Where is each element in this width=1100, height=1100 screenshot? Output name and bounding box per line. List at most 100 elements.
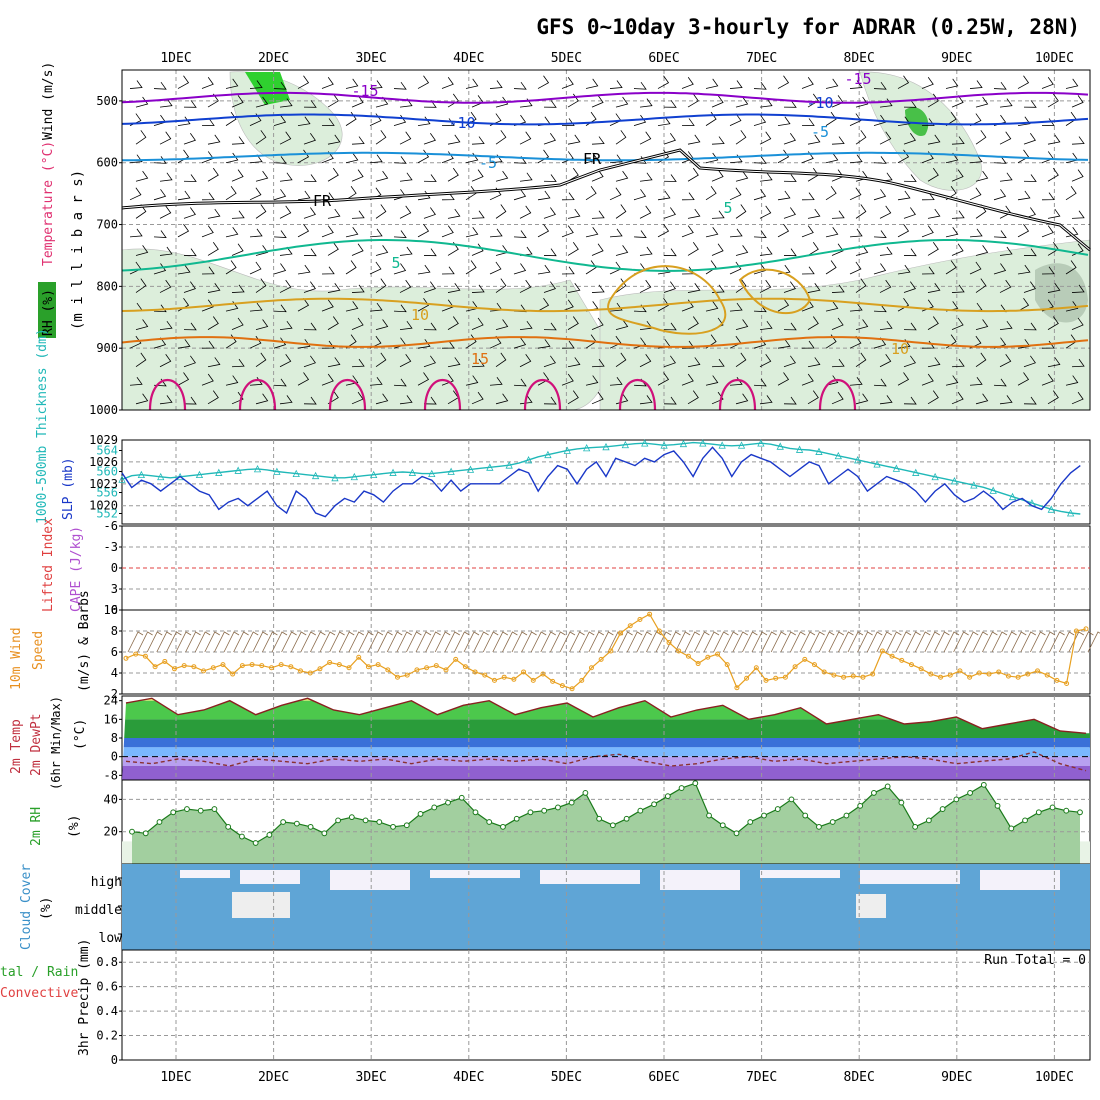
wind10-point xyxy=(433,663,439,669)
wind-barb xyxy=(951,391,964,405)
cloud-gap-high xyxy=(860,870,960,884)
wind-barb xyxy=(591,169,604,182)
tick-label: -3 xyxy=(104,540,118,554)
wind-barb xyxy=(927,283,941,293)
day-label-bottom: 3DEC xyxy=(356,1070,387,1085)
wind10-point xyxy=(152,664,158,670)
wind-barb xyxy=(561,373,574,386)
wind-barb xyxy=(177,149,190,164)
run-total: Run Total = 0 xyxy=(984,953,1086,968)
wind-barb xyxy=(495,393,509,405)
day-label-top: 2DEC xyxy=(258,51,289,66)
wind-barb xyxy=(777,223,790,238)
rh-point xyxy=(293,820,300,827)
wind-barb xyxy=(921,118,935,127)
precip-panel: 0.8 0.6 0.4 0.2 0 Run Total = 0 tal / Rain C… xyxy=(0,939,1091,1067)
wind-barb xyxy=(663,248,677,257)
wind-barb xyxy=(303,174,317,182)
wind-barb xyxy=(681,192,695,201)
wind-barb xyxy=(903,355,916,368)
wind10-barb xyxy=(473,631,489,653)
wind-barb xyxy=(279,354,292,368)
cape-li-panel: -6 -3 0 3 6 Lifted Index CAPE (J/kg) xyxy=(41,518,1091,617)
rh-point xyxy=(211,806,218,812)
wind-barb xyxy=(297,339,311,349)
wind-barb xyxy=(303,248,317,257)
wind-barb xyxy=(879,395,893,405)
wind-barb xyxy=(585,78,599,89)
wind-barb xyxy=(351,136,365,145)
wind-barb xyxy=(495,170,509,182)
day-label-top: 3DEC xyxy=(356,51,387,66)
wind10-point xyxy=(976,670,982,676)
wind-barb xyxy=(231,169,244,182)
wind-barb xyxy=(537,339,551,349)
wind-barb xyxy=(849,261,862,275)
wind-barb xyxy=(183,355,196,368)
rh-point xyxy=(761,812,767,819)
wind10-point xyxy=(443,667,449,673)
wind-barb xyxy=(1017,116,1031,127)
wind-barb xyxy=(231,358,245,368)
wind-barb xyxy=(279,205,292,219)
wind-barb xyxy=(327,283,341,293)
tick-label: 564 xyxy=(96,444,118,458)
wind-barb xyxy=(129,154,143,164)
wind10-point xyxy=(879,648,885,654)
wind-barb xyxy=(825,260,837,275)
wind-barb xyxy=(1047,390,1059,405)
wind-barb xyxy=(465,78,479,89)
wind-barb xyxy=(1071,243,1084,256)
wind-barb xyxy=(225,260,237,275)
upper-gridlines xyxy=(122,70,1090,410)
wind-barb xyxy=(903,396,917,405)
wind10-point xyxy=(453,656,459,662)
wind10-point xyxy=(220,662,226,668)
wind-barb xyxy=(255,278,267,293)
tick-label: 24 xyxy=(104,694,118,708)
wind10-barb xyxy=(607,631,624,653)
rh-point xyxy=(1077,809,1083,816)
wind10-point xyxy=(239,663,245,669)
day-labels-bottom: 1DEC 2DEC 3DEC 4DEC 5DEC 6DEC 7DEC 8DEC 9DEC 10DE… xyxy=(160,1070,1074,1085)
day-label-bottom: 5DEC xyxy=(551,1070,582,1085)
wind-barb xyxy=(1017,298,1030,312)
wind-barb xyxy=(303,207,316,219)
wind-barb xyxy=(807,93,819,108)
rh-point xyxy=(774,806,781,812)
rh-point xyxy=(802,812,809,819)
wind-barb xyxy=(249,228,263,238)
wind-barb xyxy=(687,208,701,219)
wind-barb xyxy=(135,278,147,293)
wind-barb xyxy=(201,192,215,201)
wind10-point xyxy=(346,665,352,671)
minmax-label: (6hr Min/Max) xyxy=(49,696,63,790)
wind-barb xyxy=(255,393,269,405)
day-label-bottom: 9DEC xyxy=(941,1070,972,1085)
wind10-barb xyxy=(914,631,931,653)
wind-barb xyxy=(345,186,357,201)
wind-barb xyxy=(711,391,724,405)
rh-point xyxy=(541,807,548,814)
wind-barb xyxy=(207,242,219,256)
wind-barb xyxy=(225,186,237,201)
wind-barb xyxy=(753,378,767,387)
wind-barb xyxy=(687,93,699,108)
wind-barb xyxy=(255,245,269,256)
tick-label: 40 xyxy=(104,792,118,806)
wind-barb xyxy=(1023,100,1037,108)
thickness-point xyxy=(505,461,513,469)
rh-point xyxy=(390,823,396,830)
wind-barb xyxy=(375,393,389,405)
wind-barb xyxy=(849,228,863,238)
wind-barb xyxy=(951,169,964,182)
wind-barb xyxy=(903,322,917,331)
wind-barb xyxy=(159,205,172,219)
wind-barb xyxy=(201,77,214,89)
wind-barb xyxy=(393,230,407,238)
temp-band xyxy=(122,719,1090,738)
rh-point xyxy=(788,796,795,803)
slp-gridlines xyxy=(122,440,1090,524)
wind-barb xyxy=(327,134,341,145)
